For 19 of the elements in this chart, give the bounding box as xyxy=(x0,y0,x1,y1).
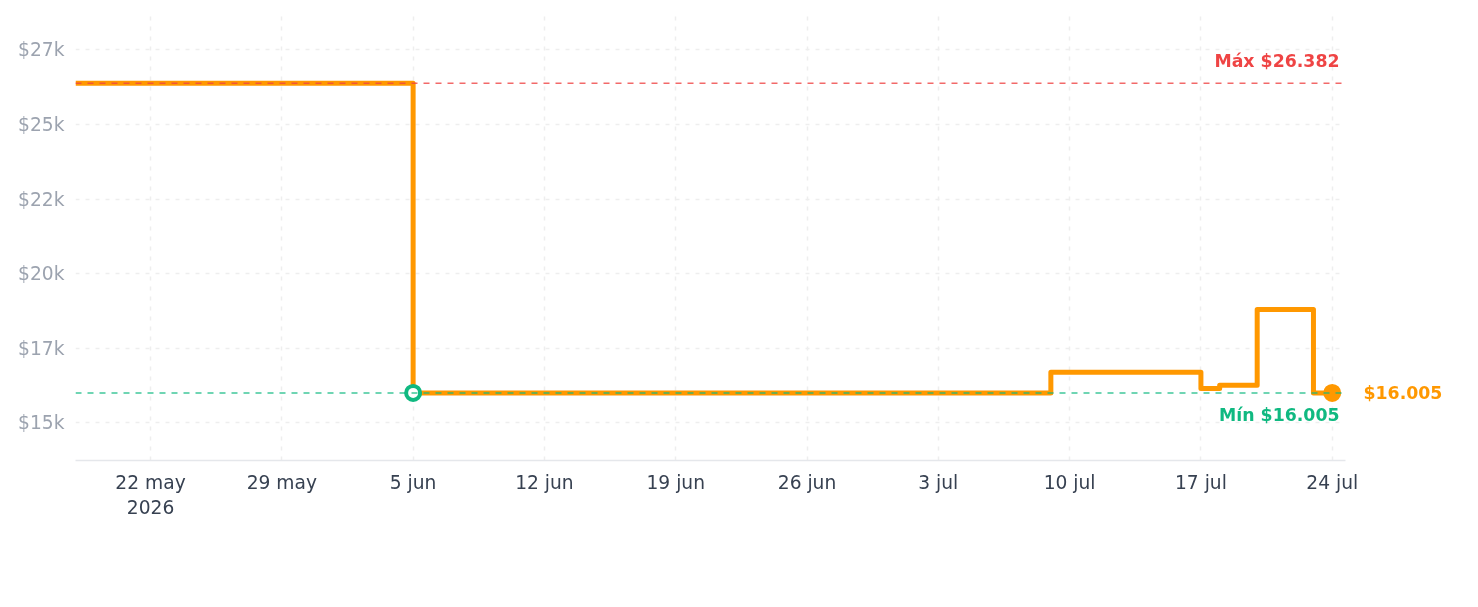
x-tick-label: 3 jul xyxy=(918,471,959,493)
y-tick-label: $27k xyxy=(18,39,65,61)
x-tick-label: 10 jul xyxy=(1043,471,1096,493)
y-tick-label: $20k xyxy=(18,263,65,285)
y-tick-label: $15k xyxy=(18,412,65,434)
y-tick-label: $17k xyxy=(18,337,65,359)
ref-line-label: Máx $26.382 xyxy=(1214,51,1340,72)
x-tick-label: 19 jun xyxy=(646,471,705,493)
y-tick-label: $22k xyxy=(18,188,65,210)
y-tick-label: $25k xyxy=(18,113,65,135)
text: $16.005 xyxy=(1363,382,1443,403)
x-tick-label: 5 jun xyxy=(389,471,437,493)
x-tick-label: 12 jun xyxy=(515,471,574,493)
x-tick-label: 29 may xyxy=(246,471,317,493)
x-tick-label: 22 may 2026 xyxy=(115,471,186,518)
x-tick-label: 24 jul xyxy=(1306,471,1359,493)
x-tick-label: 17 jul xyxy=(1174,471,1227,493)
x-tick-label: 26 jun xyxy=(777,471,837,493)
ref-line-label: Mín $16.005 xyxy=(1219,404,1340,425)
